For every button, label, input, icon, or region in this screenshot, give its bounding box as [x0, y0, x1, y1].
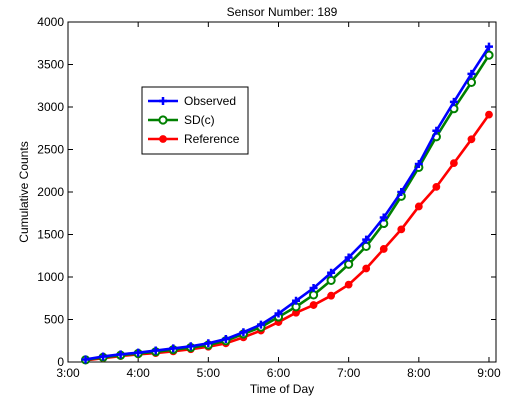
data-point-sd-c — [466, 77, 477, 87]
data-point-reference — [432, 183, 441, 191]
data-point-observed — [256, 320, 265, 329]
data-point-observed — [169, 344, 178, 353]
data-point-observed — [327, 268, 336, 277]
x-tick-label: 6:00 — [267, 366, 291, 380]
data-point-observed — [414, 159, 423, 168]
legend-label: SD(c) — [184, 113, 215, 127]
data-point-observed — [221, 335, 230, 344]
y-tick-label: 3500 — [37, 58, 64, 72]
data-point-observed — [379, 213, 388, 222]
data-point-observed — [186, 342, 195, 351]
data-point-reference — [309, 301, 318, 309]
series-observed — [81, 42, 493, 364]
y-tick-label: 3000 — [37, 100, 64, 114]
series-layer — [80, 42, 494, 365]
data-point-reference — [362, 264, 371, 273]
data-point-observed — [204, 339, 213, 348]
legend-label: Observed — [184, 94, 236, 108]
data-point-observed — [274, 309, 283, 318]
data-point-observed — [309, 284, 318, 293]
legend-item-sd-c: SD(c) — [148, 113, 215, 127]
y-tick-label: 500 — [44, 313, 64, 327]
data-point-sd-c — [308, 290, 319, 300]
data-point-observed — [99, 352, 108, 361]
y-tick-label: 1500 — [37, 228, 64, 242]
data-point-observed — [432, 126, 441, 135]
y-tick-label: 4000 — [37, 15, 64, 29]
axes: 0 500 1000 1500 2000 2500 3000 3500 4000 3:00 4:00… — [37, 15, 501, 380]
data-point-observed — [362, 235, 371, 244]
y-axis-label: Cumulative Counts — [17, 141, 31, 242]
legend-marker — [159, 97, 167, 105]
legend-label: Reference — [184, 132, 240, 146]
data-point-observed — [81, 355, 90, 364]
data-point-observed — [134, 348, 143, 357]
y-tick-label: 2000 — [37, 185, 64, 199]
y-tick-label: 0 — [57, 355, 64, 369]
x-tick-label: 9:00 — [477, 366, 501, 380]
legend-marker — [158, 115, 168, 125]
legend-item-observed: Observed — [148, 94, 236, 108]
chart-title: Sensor Number: 189 — [227, 5, 338, 19]
x-tick-label: 4:00 — [126, 366, 150, 380]
legend: Observed SD(c) Reference — [141, 86, 249, 155]
x-tick-label: 7:00 — [337, 366, 361, 380]
y-tick-label: 2500 — [37, 143, 64, 157]
data-point-observed — [344, 253, 353, 262]
legend-item-reference: Reference — [148, 132, 240, 146]
x-tick-label: 3:00 — [56, 366, 80, 380]
data-point-reference — [397, 225, 406, 234]
data-point-sd-c — [484, 50, 494, 60]
data-point-observed — [116, 350, 125, 359]
data-point-observed — [397, 188, 406, 196]
data-point-observed — [239, 328, 248, 337]
data-point-reference — [467, 135, 476, 144]
data-point-observed — [484, 42, 493, 51]
data-point-observed — [467, 69, 476, 78]
data-point-sd-c — [344, 259, 354, 269]
data-point-sd-c — [326, 275, 336, 285]
legend-marker — [159, 135, 167, 143]
data-point-reference — [414, 202, 423, 211]
y-tick-label: 1000 — [37, 270, 64, 284]
data-point-reference — [379, 245, 388, 253]
data-point-observed — [151, 346, 160, 355]
x-axis-label: Time of Day — [250, 382, 314, 396]
x-tick-label: 8:00 — [407, 366, 431, 380]
data-point-observed — [292, 296, 301, 305]
data-point-reference — [450, 159, 458, 168]
data-point-reference — [327, 291, 336, 300]
x-tick-label: 5:00 — [197, 366, 221, 380]
data-point-observed — [449, 97, 458, 106]
data-point-reference — [485, 110, 493, 119]
data-point-reference — [344, 280, 353, 289]
